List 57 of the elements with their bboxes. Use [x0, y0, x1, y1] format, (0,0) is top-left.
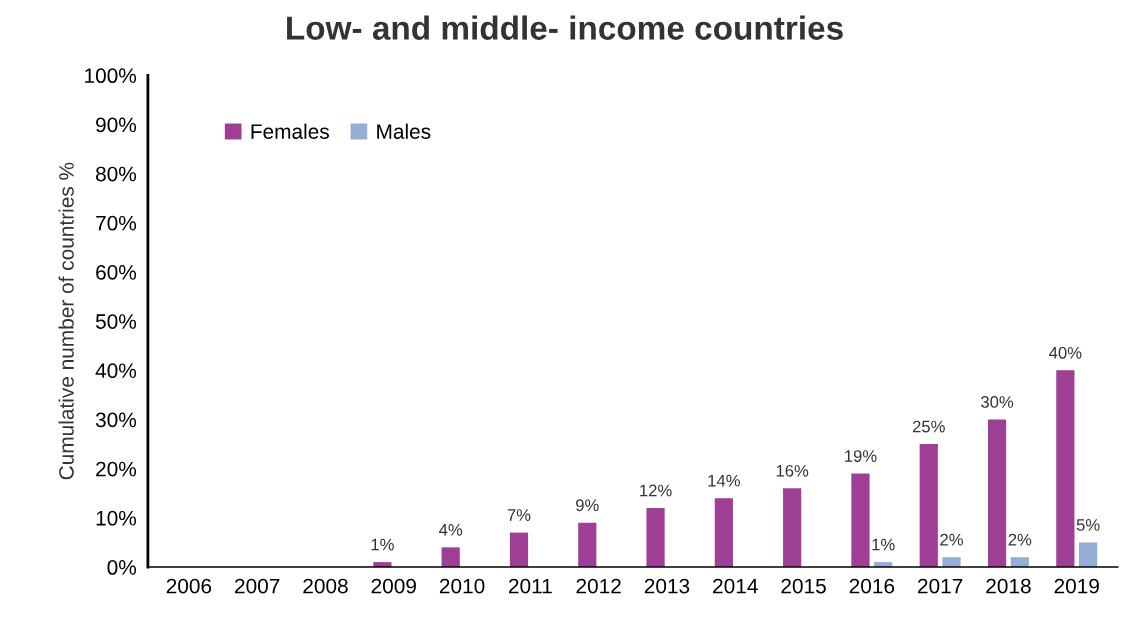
x-tick-label: 2014: [713, 578, 758, 594]
data-label: 2%: [940, 533, 963, 546]
x-tick-label: 2018: [986, 578, 1031, 594]
bar: [1056, 370, 1075, 568]
bar: [578, 522, 597, 568]
data-label: 7%: [507, 509, 531, 521]
bar: [441, 547, 460, 568]
x-tick-label: 2006: [166, 578, 212, 594]
y-tick-label: 10%: [96, 510, 137, 526]
y-tick-label: 20%: [96, 461, 137, 477]
x-tick-label: 2009: [371, 578, 416, 594]
x-tick-label: 2011: [509, 578, 552, 594]
x-tick-label: 2019: [1054, 578, 1099, 594]
y-tick-label: 80%: [96, 166, 137, 182]
x-tick-label: 2012: [576, 578, 621, 594]
y-tick-label: 0%: [107, 560, 137, 575]
data-label: 9%: [576, 499, 599, 512]
legend-label: Males: [377, 123, 431, 139]
y-tick-label: 40%: [95, 363, 137, 379]
bar: [919, 444, 938, 568]
data-label: 30%: [981, 396, 1014, 408]
data-label: 1%: [371, 538, 394, 551]
y-tick-label: 30%: [95, 412, 137, 428]
legend-label: Females: [251, 123, 329, 139]
data-label: 12%: [640, 484, 672, 497]
y-tick-label: 90%: [96, 117, 137, 133]
bar: [509, 532, 529, 568]
data-label: 16%: [776, 464, 809, 477]
x-tick-label: 2010: [439, 578, 485, 594]
x-tick-label: 2017: [918, 578, 963, 594]
y-tick-label: 70%: [96, 215, 137, 231]
data-label: 40%: [1049, 346, 1082, 359]
data-label: 19%: [845, 450, 877, 462]
data-label: 5%: [1076, 519, 1100, 531]
data-label: 25%: [912, 420, 945, 433]
x-tick-label: 2008: [303, 578, 348, 594]
bar: [783, 488, 802, 568]
bar: [646, 508, 665, 568]
data-label: 2%: [1008, 533, 1032, 546]
x-tick-label: 2016: [849, 578, 895, 594]
bar: [714, 498, 733, 568]
y-axis-title: Cumulative number of countries %: [58, 162, 74, 480]
x-tick-label: 2007: [235, 578, 280, 594]
y-tick-label: 60%: [96, 264, 137, 280]
bar: [1079, 542, 1098, 568]
bar: [987, 419, 1007, 568]
x-tick-label: 2013: [644, 578, 690, 594]
y-tick-label: 100%: [85, 68, 137, 84]
y-tick-label: 50%: [95, 314, 137, 329]
chart-title: Low- and middle- income countries: [287, 15, 843, 40]
x-tick-label: 2015: [781, 578, 826, 594]
bar: [851, 473, 870, 568]
data-label: 14%: [708, 474, 740, 487]
data-label: 1%: [872, 538, 895, 551]
bar: [1010, 557, 1029, 568]
bar: [942, 557, 961, 568]
data-label: 4%: [439, 524, 463, 536]
